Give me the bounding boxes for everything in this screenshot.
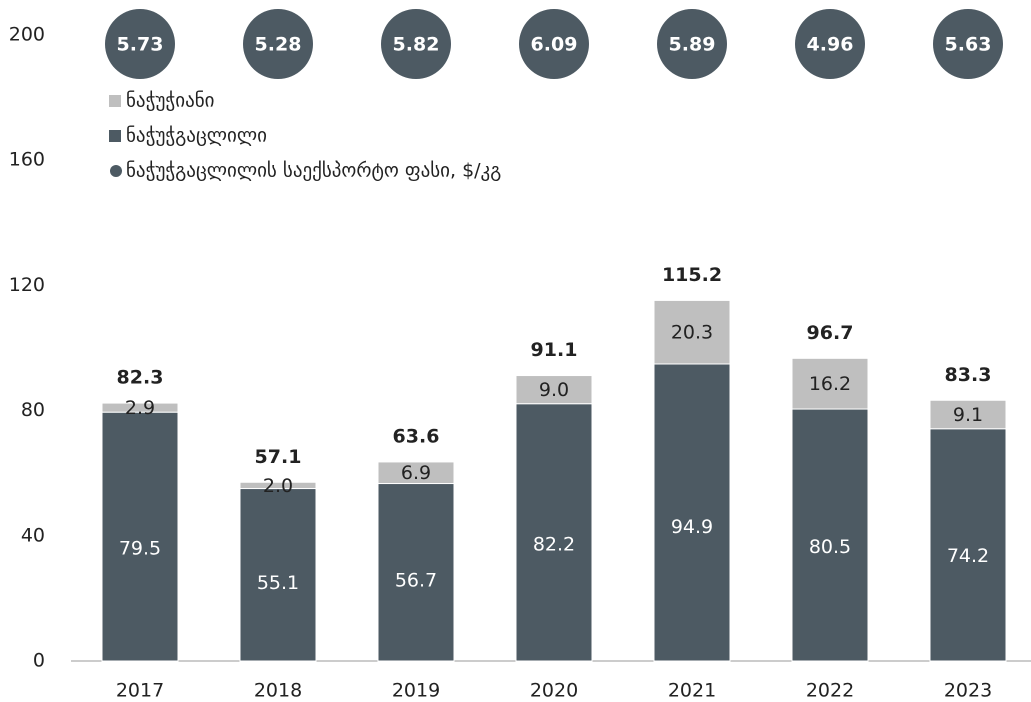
price-marker (519, 9, 589, 79)
value-label: 6.9 (401, 462, 431, 484)
total-label: 115.2 (662, 264, 722, 286)
price-label: 6.09 (531, 34, 578, 56)
price-marker (933, 9, 1003, 79)
legend-label: ნაჭუჭიანი (126, 90, 215, 112)
x-tick-label: 2017 (116, 680, 164, 702)
y-tick-label: 40 (21, 524, 45, 546)
price-marker (795, 9, 865, 79)
bar-segment (929, 399, 1007, 430)
total-label: 91.1 (531, 339, 578, 361)
value-label: 74.2 (947, 545, 989, 567)
price-label: 5.28 (255, 34, 302, 56)
bar-segment (101, 402, 179, 413)
price-marker (105, 9, 175, 79)
value-label: 9.1 (953, 404, 983, 426)
price-label: 5.63 (945, 34, 992, 56)
bar-segment (101, 411, 179, 662)
y-tick-label: 80 (21, 399, 45, 421)
x-tick-label: 2018 (254, 680, 302, 702)
legend-swatch (109, 95, 121, 107)
bar-segment (515, 375, 593, 405)
price-marker (243, 9, 313, 79)
value-label: 79.5 (119, 538, 161, 560)
bar-segment (239, 481, 317, 490)
x-tick-label: 2020 (530, 680, 578, 702)
bar-segment (791, 408, 869, 662)
legend-label: ნაჭუჭგაცლილის საექსპორტო ფასი, $/კგ (126, 160, 501, 182)
value-label: 2.9 (125, 397, 155, 419)
bar-segment (377, 461, 455, 485)
y-tick-label: 160 (9, 149, 45, 171)
bar-segment (653, 299, 731, 365)
bar-segment (377, 483, 455, 662)
bar-segment (653, 363, 731, 662)
value-label: 55.1 (257, 572, 299, 594)
price-marker (381, 9, 451, 79)
x-tick-label: 2022 (806, 680, 854, 702)
price-label: 5.82 (393, 34, 440, 56)
x-tick-label: 2023 (944, 680, 992, 702)
value-label: 56.7 (395, 570, 437, 592)
bar-segment (929, 428, 1007, 662)
y-tick-label: 200 (9, 24, 45, 46)
value-label: 82.2 (533, 534, 575, 556)
value-label: 94.9 (671, 516, 713, 538)
x-tick-label: 2021 (668, 680, 716, 702)
total-label: 82.3 (117, 367, 164, 389)
value-label: 2.0 (263, 475, 293, 497)
value-label: 20.3 (671, 322, 713, 344)
total-label: 96.7 (807, 322, 854, 344)
price-label: 5.89 (669, 34, 716, 56)
price-label: 5.73 (117, 34, 164, 56)
price-marker (657, 9, 727, 79)
legend-swatch (110, 165, 122, 177)
y-tick-label: 120 (9, 274, 45, 296)
value-label: 9.0 (539, 379, 569, 401)
value-label: 16.2 (809, 373, 851, 395)
y-tick-label: 0 (33, 650, 45, 672)
bar-segment (791, 357, 869, 410)
total-label: 83.3 (945, 364, 992, 386)
total-label: 57.1 (255, 446, 302, 468)
price-label: 4.96 (807, 34, 854, 56)
x-tick-label: 2019 (392, 680, 440, 702)
bar-segment (515, 403, 593, 662)
legend-label: ნაჭუჭგაცლილი (126, 125, 267, 147)
total-label: 63.6 (393, 425, 440, 447)
value-label: 80.5 (809, 536, 851, 558)
legend-swatch (109, 130, 121, 142)
